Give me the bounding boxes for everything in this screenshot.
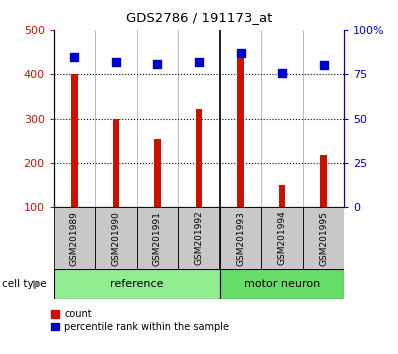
Text: GSM201989: GSM201989 (70, 211, 79, 266)
Bar (113, 119, 119, 207)
Point (279, 70, 285, 75)
Point (71, 54, 78, 59)
Text: GSM201992: GSM201992 (195, 211, 203, 266)
Bar (196, 109, 202, 207)
Legend: count, percentile rank within the sample: count, percentile rank within the sample (51, 309, 229, 332)
Point (196, 59, 202, 65)
Point (237, 50, 244, 56)
Bar (71, 74, 78, 207)
Point (154, 61, 161, 67)
Text: reference: reference (110, 279, 164, 289)
Text: GSM201993: GSM201993 (236, 211, 245, 266)
Text: GSM201991: GSM201991 (153, 211, 162, 266)
Bar (320, 155, 327, 207)
Point (320, 63, 327, 68)
Bar (279, 185, 285, 207)
Bar (303, 207, 344, 269)
Point (113, 59, 119, 65)
Bar (54, 269, 220, 299)
Bar (137, 207, 178, 269)
Bar (95, 207, 137, 269)
Bar (237, 50, 244, 207)
Bar (54, 207, 95, 269)
Text: GSM201990: GSM201990 (111, 211, 121, 266)
Bar (178, 207, 220, 269)
Text: GDS2786 / 191173_at: GDS2786 / 191173_at (126, 11, 272, 24)
Text: cell type: cell type (2, 279, 47, 289)
Bar (154, 138, 161, 207)
Bar (220, 207, 261, 269)
Text: ▶: ▶ (33, 279, 41, 289)
Bar (220, 269, 344, 299)
Text: motor neuron: motor neuron (244, 279, 320, 289)
Text: GSM201995: GSM201995 (319, 211, 328, 266)
Text: GSM201994: GSM201994 (277, 211, 287, 266)
Bar (261, 207, 303, 269)
